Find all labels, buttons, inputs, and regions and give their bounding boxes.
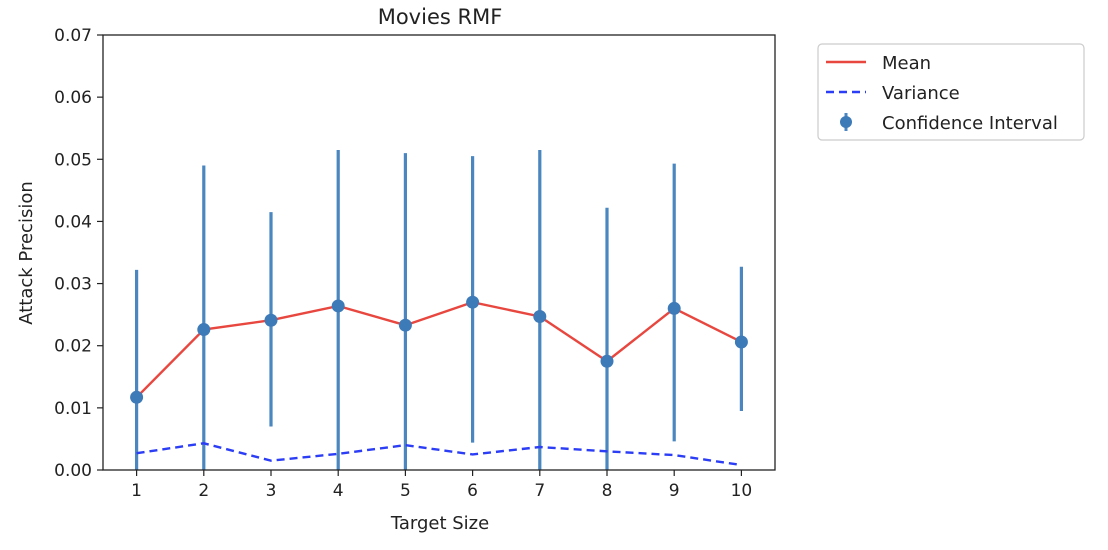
legend-ci-swatch-marker <box>840 116 852 128</box>
x-tick-label: 9 <box>669 481 680 501</box>
confidence-interval-marker <box>600 354 614 368</box>
y-tick-label: 0.01 <box>54 399 92 419</box>
y-tick-label: 0.06 <box>54 88 92 108</box>
legend-ci-label: Confidence Interval <box>882 113 1058 134</box>
variance-line <box>136 442 742 467</box>
x-tick-label: 2 <box>198 481 209 501</box>
x-tick-label: 8 <box>602 481 613 501</box>
confidence-interval-marker <box>331 299 345 313</box>
x-tick-label: 4 <box>333 481 344 501</box>
y-tick-label: 0.07 <box>54 26 92 46</box>
mean-line <box>135 300 742 399</box>
x-tick-label: 7 <box>534 481 545 501</box>
legend-box <box>817 43 1085 141</box>
confidence-interval-marker <box>398 318 412 332</box>
x-tick-label: 1 <box>131 481 142 501</box>
y-axis: 0.00 0.01 0.02 0.03 0.04 0.05 0.06 0.07 <box>54 26 103 481</box>
confidence-interval-marker <box>130 390 144 404</box>
x-tick-label: 10 <box>731 481 753 501</box>
y-tick-label: 0.00 <box>54 461 92 481</box>
x-tick-label: 6 <box>467 481 478 501</box>
axes-frame <box>102 34 776 471</box>
legend-mean-label: Mean <box>882 53 931 74</box>
x-axis-label: Target Size <box>390 513 489 534</box>
confidence-interval-marker <box>466 295 480 309</box>
y-tick-label: 0.02 <box>54 337 92 357</box>
x-axis: 1 2 3 4 5 6 7 8 9 10 <box>131 470 752 501</box>
chart-title: Movies RMF <box>378 5 503 29</box>
confidence-interval-marker <box>197 323 211 337</box>
confidence-interval-marker <box>533 310 547 324</box>
y-tick-label: 0.05 <box>54 150 92 170</box>
y-axis-label: Attack Precision <box>16 181 37 325</box>
y-tick-label: 0.04 <box>54 212 92 232</box>
x-tick-label: 3 <box>266 481 277 501</box>
plot-area <box>130 149 748 470</box>
confidence-interval-marker <box>264 313 278 327</box>
legend-variance-label: Variance <box>882 83 960 104</box>
confidence-interval-marker <box>667 301 681 315</box>
confidence-interval-marker <box>734 335 748 349</box>
x-tick-label: 5 <box>400 481 411 501</box>
legend: Mean Variance Confidence Interval <box>817 43 1085 141</box>
y-tick-label: 0.03 <box>54 275 92 295</box>
